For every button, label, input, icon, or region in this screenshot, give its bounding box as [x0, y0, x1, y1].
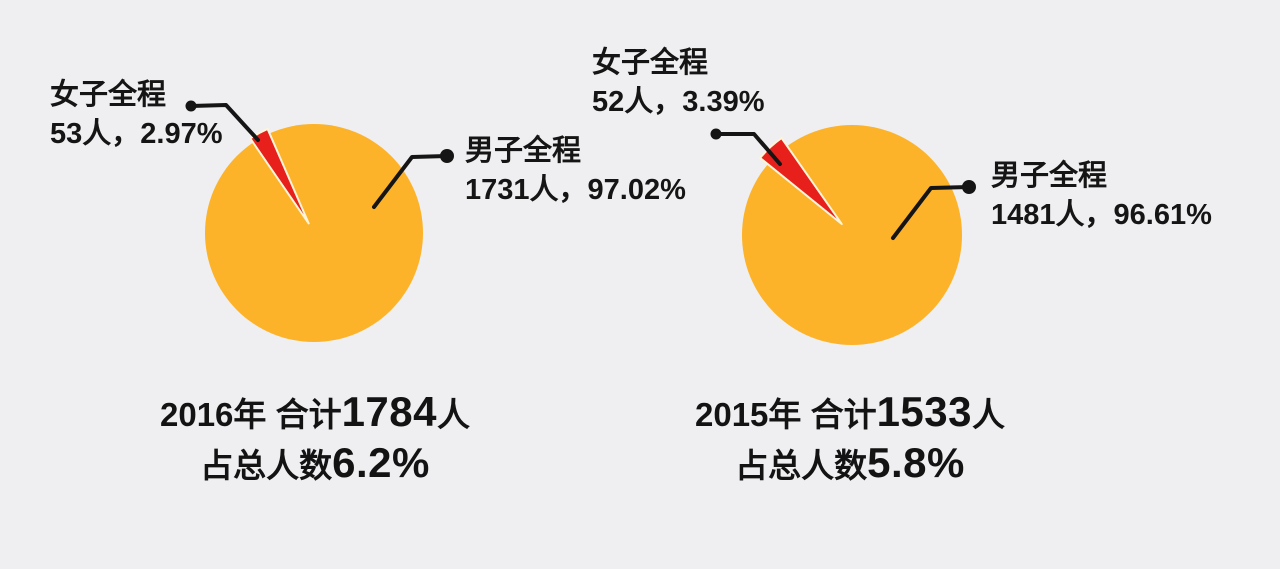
callout-men-2015: 男子全程 1481人，96.61% — [991, 157, 1212, 235]
callout-men-2016: 男子全程 1731人，97.02% — [465, 132, 686, 210]
leader-dot-women-0 — [185, 100, 197, 112]
caption-2016-share-line: 占总人数6.2% — [115, 439, 515, 490]
pie-slice-women-1 — [759, 137, 843, 226]
callout-women-2016: 女子全程 53人，2.97% — [50, 76, 223, 154]
caption-2015-total-line: 2015年 合计1533人 — [650, 388, 1050, 439]
caption-2015-prefix: 2015年 合计 — [694, 396, 877, 433]
caption-2016-prefix: 2016年 合计 — [159, 396, 342, 433]
leader-dot-men-1 — [962, 180, 976, 194]
caption-2015-total: 1533 — [876, 388, 973, 435]
callout-men-2016-label: 男子全程 — [465, 135, 582, 167]
caption-2016-total-line: 2016年 合计1784人 — [115, 388, 515, 439]
pie-disc-men-0 — [205, 124, 423, 342]
leader-dot-women-1 — [710, 128, 722, 140]
callout-men-2016-detail: 1731人，97.02% — [465, 174, 686, 206]
caption-2016-share-prefix: 占总人数 — [200, 447, 333, 484]
caption-2016-suffix: 人 — [437, 396, 471, 433]
caption-2016-total: 1784 — [341, 388, 438, 435]
callout-men-2015-detail: 1481人，96.61% — [991, 199, 1212, 231]
leader-line-men-1 — [891, 185, 971, 240]
callout-men-2015-label: 男子全程 — [991, 160, 1108, 192]
leader-line-men-0 — [372, 154, 449, 209]
caption-2015: 2015年 合计1533人 占总人数5.8% — [650, 388, 1050, 490]
callout-women-2016-detail: 53人，2.97% — [50, 118, 223, 150]
caption-2016-share-value: 6.2% — [332, 439, 430, 486]
leader-line-women-0 — [189, 103, 260, 142]
callout-women-2015-detail: 52人，3.39% — [592, 86, 765, 118]
callout-women-2016-label: 女子全程 — [50, 79, 167, 111]
caption-2015-share-value: 5.8% — [867, 439, 965, 486]
leader-line-women-1 — [714, 132, 782, 166]
callout-women-2015: 女子全程 52人，3.39% — [592, 44, 765, 122]
callout-women-2015-label: 女子全程 — [592, 47, 709, 79]
caption-2015-share-line: 占总人数5.8% — [650, 439, 1050, 490]
pie-slice-women-0 — [249, 127, 310, 225]
caption-2015-suffix: 人 — [972, 396, 1006, 433]
caption-2016: 2016年 合计1784人 占总人数6.2% — [115, 388, 515, 490]
leader-dot-men-0 — [440, 149, 454, 163]
caption-2015-share-prefix: 占总人数 — [735, 447, 868, 484]
